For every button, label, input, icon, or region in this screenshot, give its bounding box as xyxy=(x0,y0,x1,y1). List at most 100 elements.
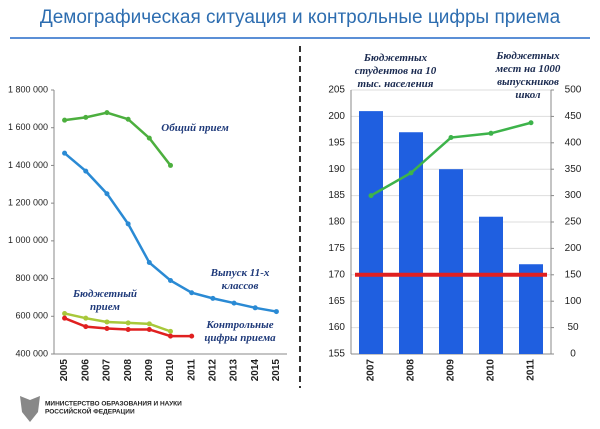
y-tick-label: 195 xyxy=(328,137,345,148)
y2-tick-label: 300 xyxy=(565,190,582,201)
x-tick-label: 2009 xyxy=(446,359,457,382)
y-tick-label: 1 600 000 xyxy=(8,122,48,132)
bar xyxy=(519,264,543,354)
bar xyxy=(479,216,503,354)
y-tick-label: 600 000 xyxy=(15,311,48,321)
title: Демографическая ситуация и контрольные ц… xyxy=(40,7,561,28)
point xyxy=(368,193,374,199)
annotation: Контрольные цифры приема xyxy=(204,319,276,344)
x-tick-label: 2005 xyxy=(59,359,70,382)
x-tick-label: 2011 xyxy=(186,359,197,381)
y2-tick-label: 0 xyxy=(570,349,576,360)
x-tick-label: 2006 xyxy=(80,359,91,382)
annotation: Общий прием xyxy=(161,122,229,134)
point xyxy=(146,135,152,141)
y-tick-label: 160 xyxy=(328,322,345,333)
point xyxy=(83,114,89,120)
y-tick-label: 155 xyxy=(328,349,345,360)
point xyxy=(189,290,195,296)
y2-tick-label: 150 xyxy=(565,269,582,280)
point xyxy=(168,162,173,168)
point xyxy=(168,333,173,339)
point xyxy=(62,150,68,156)
point xyxy=(231,300,237,306)
y-tick-label: 185 xyxy=(328,190,345,201)
y-tick-label: 175 xyxy=(328,243,345,254)
point xyxy=(273,309,279,315)
x-tick-label: 2007 xyxy=(366,359,377,382)
y2-tick-label: 400 xyxy=(565,137,582,148)
x-tick-label: 2009 xyxy=(144,359,155,382)
y-tick-label: 190 xyxy=(328,164,345,175)
y-tick-label: 170 xyxy=(328,269,345,280)
y2-tick-label: 100 xyxy=(565,296,582,307)
x-tick-label: 2010 xyxy=(486,359,497,382)
x-tick-label: 2008 xyxy=(123,359,134,382)
y-tick-label: 800 000 xyxy=(15,273,48,283)
y-tick-label: 205 xyxy=(328,85,345,96)
point xyxy=(125,320,131,326)
y-tick-label: 200 xyxy=(328,111,345,122)
annotation: Бюджетных мест на 1000 выпускников школ xyxy=(495,50,561,101)
y2-tick-label: 50 xyxy=(567,322,579,333)
y2-tick-label: 250 xyxy=(565,217,582,228)
point xyxy=(252,305,258,311)
point xyxy=(146,260,152,266)
bar xyxy=(359,111,383,355)
y2-tick-label: 450 xyxy=(565,111,582,122)
y-tick-label: 400 000 xyxy=(15,348,48,358)
y2-tick-label: 200 xyxy=(565,243,582,254)
annotation: Бюджетный прием xyxy=(73,288,137,313)
y-tick-label: 1 800 000 xyxy=(8,84,48,94)
bar xyxy=(439,169,463,354)
point xyxy=(448,135,454,141)
point xyxy=(488,130,494,136)
y2-tick-label: 500 xyxy=(565,85,582,96)
x-tick-label: 2011 xyxy=(526,359,537,381)
point xyxy=(146,326,152,332)
y-tick-label: 1 000 000 xyxy=(8,235,48,245)
point xyxy=(62,315,68,321)
y-tick-label: 1 200 000 xyxy=(8,198,48,208)
footer: МИНИСТЕРСТВО ОБРАЗОВАНИЯ И НАУКИ xyxy=(45,401,182,408)
annotation: Выпуск 11-х классов xyxy=(210,267,270,292)
point xyxy=(62,310,68,316)
line xyxy=(64,111,172,167)
point xyxy=(62,117,68,123)
point xyxy=(83,168,89,174)
point xyxy=(125,221,131,227)
emblem xyxy=(20,396,40,422)
point xyxy=(83,324,89,330)
point xyxy=(210,295,216,301)
point xyxy=(125,116,131,122)
point xyxy=(189,333,195,339)
x-tick-label: 2007 xyxy=(102,359,113,382)
point xyxy=(168,328,173,334)
footer: РОССИЙСКОЙ ФЕДЕРАЦИИ xyxy=(45,407,135,416)
point xyxy=(408,170,414,176)
point xyxy=(104,110,110,116)
bar xyxy=(399,132,423,354)
y-tick-label: 165 xyxy=(328,296,345,307)
x-tick-label: 2008 xyxy=(406,359,417,382)
point xyxy=(168,277,173,283)
x-tick-label: 2014 xyxy=(250,359,261,382)
x-tick-label: 2012 xyxy=(208,359,219,382)
point xyxy=(104,319,110,325)
y2-tick-label: 350 xyxy=(565,164,582,175)
y-tick-label: 1 400 000 xyxy=(8,160,48,170)
point xyxy=(528,120,534,126)
x-tick-label: 2010 xyxy=(165,359,176,382)
x-tick-label: 2013 xyxy=(229,359,240,382)
line xyxy=(64,312,171,333)
point xyxy=(125,326,131,332)
y-tick-label: 180 xyxy=(328,217,345,228)
annotation: Бюджетных студентов на 10 тыс. населения xyxy=(354,52,437,90)
point xyxy=(104,191,110,197)
point xyxy=(104,326,110,332)
point xyxy=(83,315,89,321)
point xyxy=(146,321,152,327)
x-tick-label: 2015 xyxy=(271,359,282,382)
